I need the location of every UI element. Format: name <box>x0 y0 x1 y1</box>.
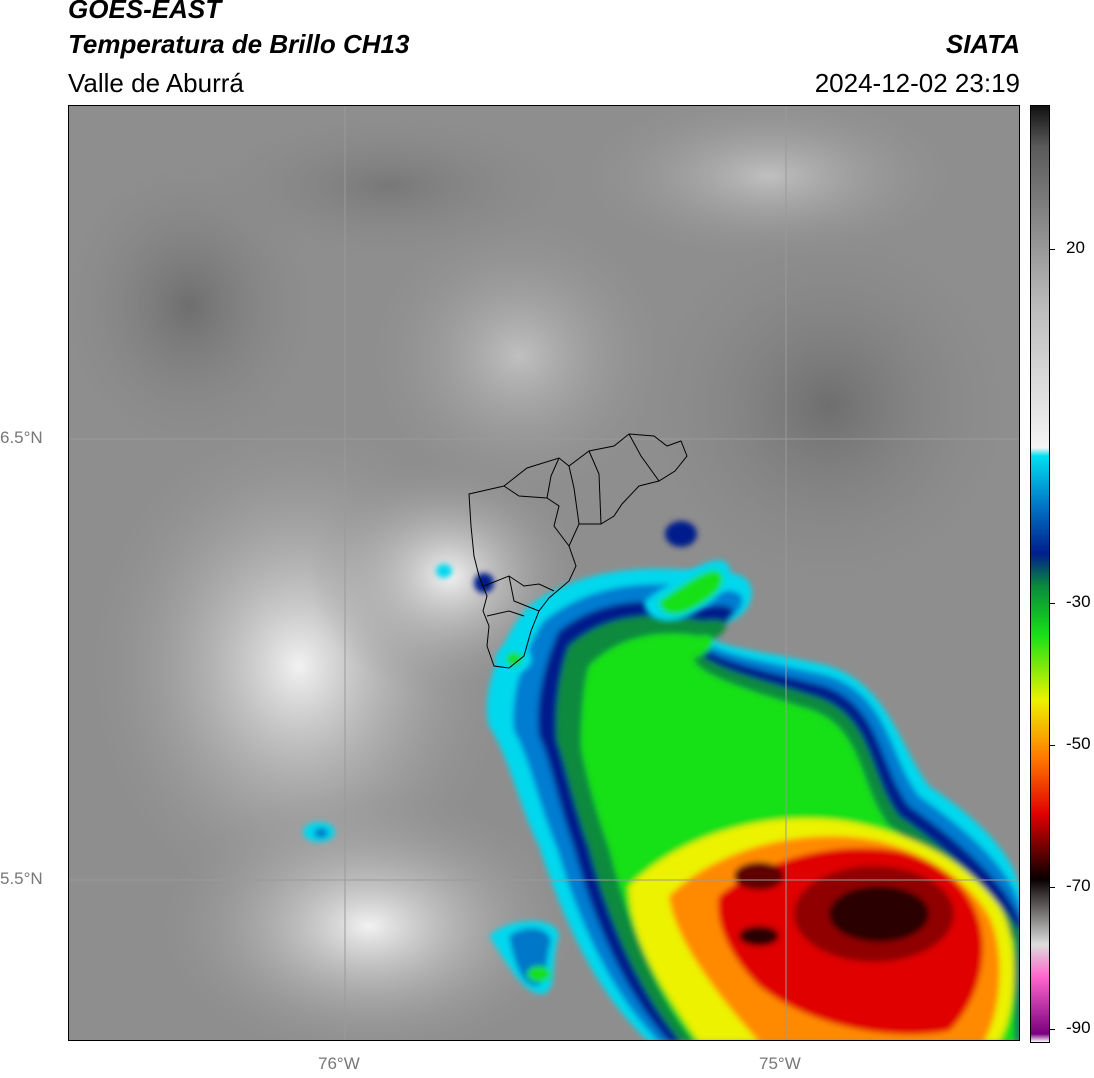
aburra-valley-boundaries <box>468 433 688 669</box>
colorbar-tick <box>1050 745 1055 746</box>
colorbar-label-20: 20 <box>1066 238 1085 257</box>
colorbar-label-minus70: -70 <box>1066 876 1091 895</box>
temperature-colorbar <box>1030 105 1050 1043</box>
colorbar-label-minus90: -90 <box>1066 1018 1091 1037</box>
brightness-temperature-field <box>69 106 1019 1040</box>
lat-label-6.5: 6.5°N <box>0 428 43 447</box>
colorbar-tick <box>1050 603 1055 604</box>
datetime-label: 2024-12-02 23:19 <box>814 68 1020 98</box>
colorbar-tick <box>1050 887 1055 888</box>
lon-label-76: 76°W <box>318 1054 360 1073</box>
lat-label-5.5: 5.5°N <box>0 869 43 888</box>
lon-label-75: 75°W <box>759 1054 801 1073</box>
satellite-map[interactable] <box>68 105 1020 1041</box>
product-title: Temperatura de Brillo CH13 <box>68 29 410 59</box>
brand-label: SIATA <box>945 29 1020 59</box>
colorbar-tick <box>1050 1029 1055 1030</box>
colorbar-label-minus30: -30 <box>1066 592 1091 611</box>
colorbar-label-minus50: -50 <box>1066 734 1091 753</box>
colorbar-tick <box>1050 249 1055 250</box>
satellite-title: GOES-EAST <box>68 0 222 24</box>
region-title: Valle de Aburrá <box>68 68 244 98</box>
